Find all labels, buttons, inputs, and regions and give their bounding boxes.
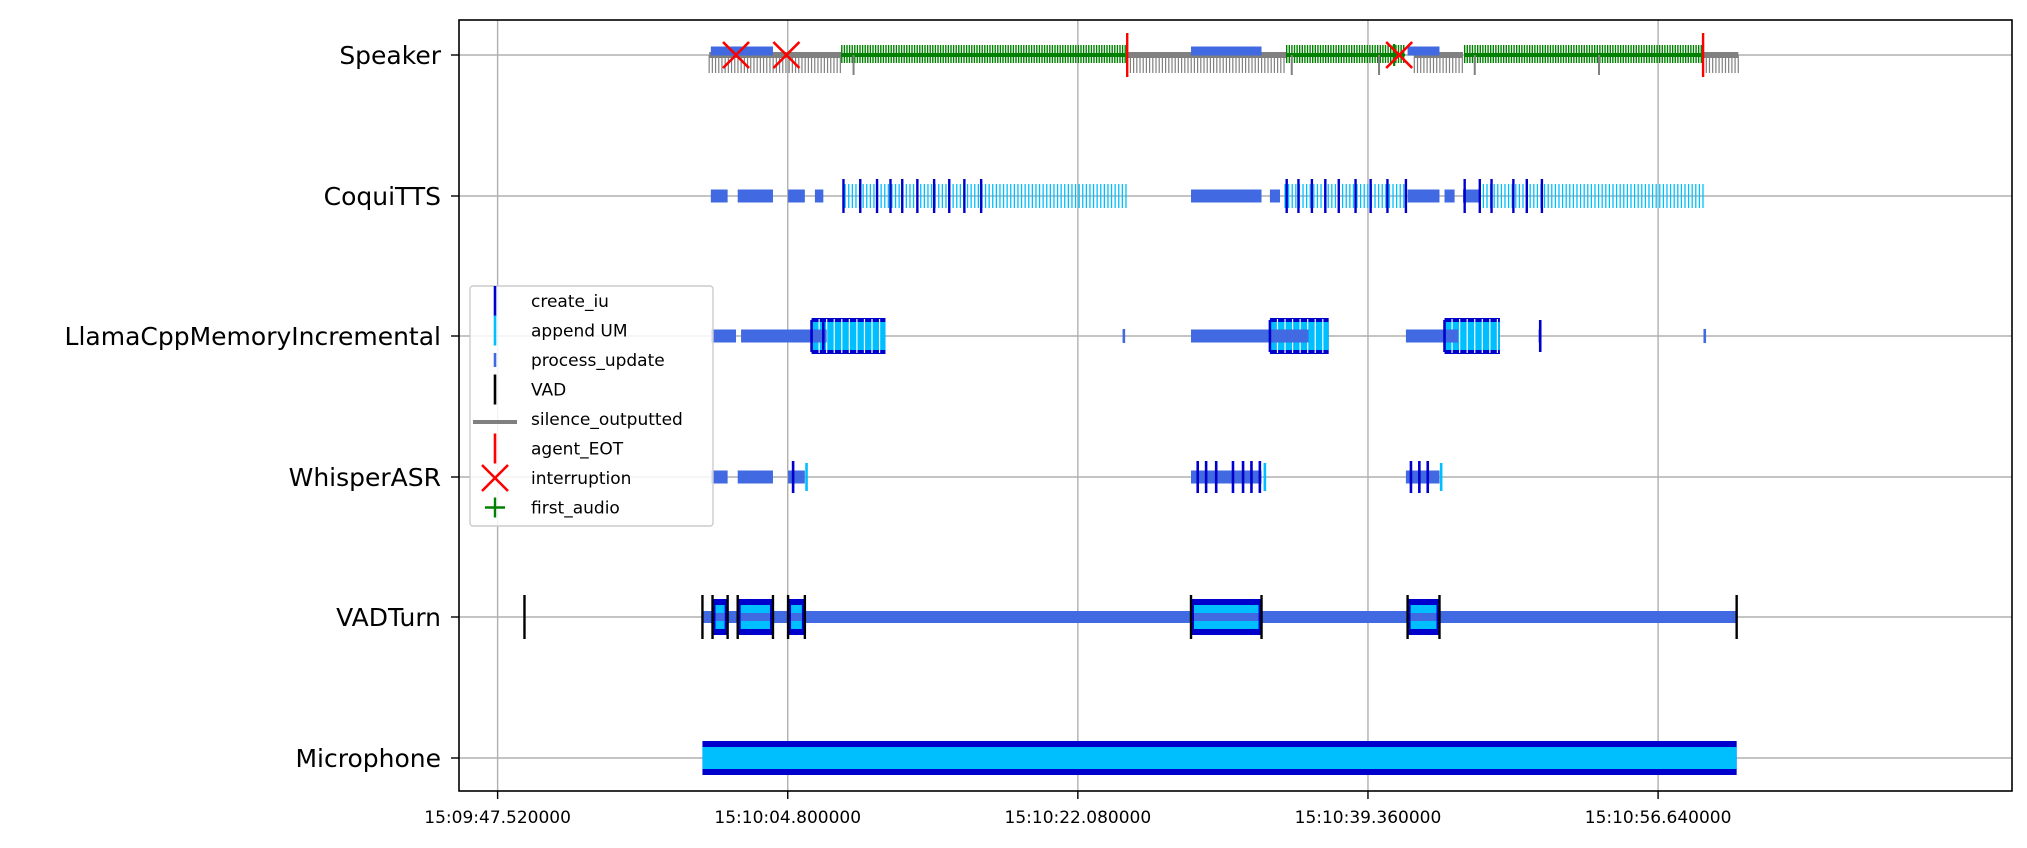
microphone-append-fill [702, 747, 1737, 769]
data-layer [523, 33, 1739, 775]
speaker-silence-line [709, 52, 842, 58]
vadturn-turn-process-0 [715, 613, 725, 621]
lane-speaker [708, 33, 1739, 77]
speaker-first-audio-0 [1383, 44, 1406, 66]
speaker-audio-span-1 [1286, 45, 1405, 63]
coquitts-process-bar-6 [1407, 189, 1440, 203]
speaker-audio-line [1464, 53, 1702, 57]
llama-process-bar-3 [1405, 329, 1458, 343]
speaker-audio-line [1286, 53, 1405, 57]
interruption-stroke-b [1385, 41, 1414, 69]
whisperasr-process-bar-2 [788, 470, 805, 484]
coquitts-process-bar-5 [1269, 189, 1280, 203]
lane-llamacppmemoryincremental [710, 318, 1707, 354]
llama-process-bar-2 [1191, 329, 1309, 343]
legend-entry-create_iu: create_iu [493, 286, 609, 316]
vadturn-turn-process-2 [791, 613, 802, 621]
legend-frame [469, 285, 714, 527]
legend-entry-agent_eot: agent_EOT [493, 433, 624, 464]
x-tick-label-4: 15:10:56.640000 [1585, 808, 1732, 828]
x-tick-label-0: 15:09:47.520000 [424, 808, 571, 828]
legend-entry-vad: VAD [493, 374, 566, 405]
lane-label-microphone: Microphone [295, 744, 441, 773]
whisperasr-process-bar-0 [710, 470, 728, 484]
lane-microphone [702, 741, 1737, 775]
plot-frame [458, 19, 2013, 792]
legend-entry-append-um: append UM [493, 315, 628, 346]
x-tick-label-2: 15:10:22.080000 [1005, 808, 1152, 828]
lane-label-whisperasr: WhisperASR [289, 463, 441, 492]
legend-label: create_iu [531, 292, 609, 312]
lane-label-speaker: Speaker [339, 41, 441, 70]
legend-label: agent_EOT [531, 440, 624, 460]
speaker-interruption-1 [772, 41, 801, 69]
legend-label: interruption [531, 469, 631, 489]
legend-entry-process_update: process_update [493, 351, 665, 371]
speaker-process-bar-0 [710, 46, 773, 56]
x-tick-label-1: 15:10:04.800000 [714, 808, 861, 828]
coquitts-process-bar-3 [814, 189, 824, 203]
legend-entry-silence_outputted: silence_outputted [473, 410, 683, 430]
coquitts-process-bar-2 [788, 189, 805, 203]
llama-process-bar-1 [741, 329, 827, 343]
vadturn-turn-process-4 [1410, 613, 1437, 621]
vadturn-turn-process-3 [1194, 613, 1259, 621]
interruption-stroke-b [772, 41, 801, 69]
legend-entry-interruption: interruption [481, 464, 631, 492]
llama-token-block-2 [1444, 318, 1500, 354]
speaker-audio-span-0 [841, 45, 1126, 63]
llama-process-bar-0 [710, 329, 737, 343]
coquitts-process-bar-0 [710, 189, 728, 203]
legend-label: VAD [531, 381, 566, 401]
coquitts-process-bar-7 [1444, 189, 1455, 203]
speaker-audio-line [841, 53, 1126, 57]
interruption-stroke-b [722, 41, 750, 69]
legend-entry-first_audio: first_audio [485, 497, 620, 519]
coquitts-append-span-0 [844, 184, 1127, 208]
speaker-process-bar-1 [1191, 46, 1262, 56]
lane-label-coquitts: CoquiTTS [324, 182, 441, 211]
whisperasr-process-bar-4 [1405, 470, 1440, 484]
whisperasr-process-bar-1 [737, 470, 773, 484]
legend-label: append UM [531, 322, 628, 342]
lane-label-llamacppmemoryincremental: LlamaCppMemoryIncremental [65, 322, 441, 351]
legend-label: first_audio [531, 499, 620, 519]
vadturn-turn-process-1 [740, 613, 770, 621]
speaker-interruption-0 [722, 41, 750, 69]
lane-label-vadturn: VADTurn [336, 603, 441, 632]
speaker-process-bar-2 [1407, 46, 1440, 56]
legend-marker-x-b [481, 464, 509, 492]
lane-coquitts [710, 179, 1704, 213]
speaker-silence-line [1703, 52, 1739, 58]
coquitts-process-bar-4 [1191, 189, 1262, 203]
coquitts-process-bar-8 [1462, 189, 1480, 203]
speaker-interruption-2 [1385, 41, 1414, 69]
axes: Microphone VADTurn WhisperASR LlamaCppMemor… [65, 41, 1732, 828]
lane-vadturn [523, 595, 1738, 639]
x-tick-label-3: 15:10:39.360000 [1295, 808, 1442, 828]
legend-label: process_update [531, 351, 665, 371]
lane-whisperasr [710, 461, 1443, 493]
speaker-audio-span-2 [1463, 45, 1702, 63]
coquitts-process-bar-1 [737, 189, 773, 203]
legend-label: silence_outputted [531, 410, 683, 430]
